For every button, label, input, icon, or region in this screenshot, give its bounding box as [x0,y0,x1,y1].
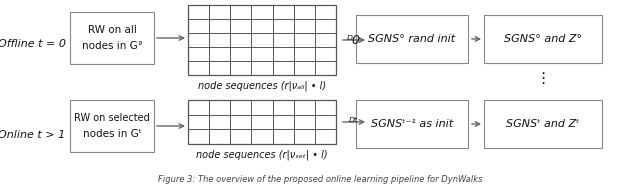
Text: Online t > 1: Online t > 1 [0,130,66,140]
Bar [356,100,468,148]
Text: ᴰ0: ᴰ0 [347,33,361,47]
Text: ᴰᵗ: ᴰᵗ [349,116,359,128]
Bar [484,15,602,63]
Text: nodes in Gᵗ: nodes in Gᵗ [83,129,141,139]
Text: SGNSᵗ⁻¹ as init: SGNSᵗ⁻¹ as init [371,119,453,129]
Text: RW on all: RW on all [88,25,136,35]
Bar [484,100,602,148]
Bar [188,100,336,144]
Text: RW on selected: RW on selected [74,113,150,123]
Text: node sequences (r|νₛₑₜ| • l): node sequences (r|νₛₑₜ| • l) [196,150,328,160]
Bar [188,5,336,75]
Text: Figure 3: The overview of the proposed online learning pipeline for DynWalks: Figure 3: The overview of the proposed o… [157,176,483,185]
Text: Offline t = 0: Offline t = 0 [0,39,66,49]
Bar [70,100,154,152]
Text: SGNSᵗ and Zᵗ: SGNSᵗ and Zᵗ [506,119,580,129]
Text: nodes in G°: nodes in G° [81,41,143,51]
Text: SGNS° and Z°: SGNS° and Z° [504,34,582,44]
Bar [70,12,154,64]
Text: SGNS° rand init: SGNS° rand init [369,34,456,44]
Text: ⋮: ⋮ [536,70,550,85]
Bar [356,15,468,63]
Text: node sequences (r|νₐₗₗ| • l): node sequences (r|νₐₗₗ| • l) [198,81,326,91]
